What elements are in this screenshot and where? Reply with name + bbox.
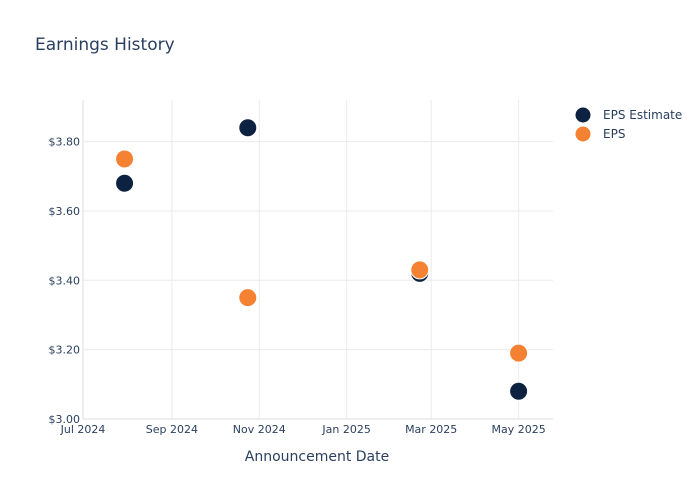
x-tick-label: Nov 2024 bbox=[233, 423, 286, 436]
data-point-eps[interactable] bbox=[238, 288, 258, 308]
y-tick-label: $3.40 bbox=[49, 274, 81, 287]
data-point-eps[interactable] bbox=[410, 260, 430, 280]
x-tick-label: Jul 2024 bbox=[60, 423, 106, 436]
legend: EPS Estimate EPS bbox=[575, 107, 682, 142]
chart-title: Earnings History bbox=[35, 35, 175, 55]
legend-marker[interactable] bbox=[575, 126, 591, 142]
y-tick-label: $3.00 bbox=[49, 413, 81, 426]
data-points bbox=[115, 118, 529, 401]
axes: Jul 2024 Sep 2024 Nov 2024 Jan 2025 Mar 2025… bbox=[49, 136, 546, 436]
y-tick-label: $3.20 bbox=[49, 344, 81, 357]
legend-label[interactable]: EPS bbox=[603, 127, 625, 141]
data-point-eps[interactable] bbox=[115, 149, 135, 169]
gridlines bbox=[82, 100, 553, 420]
data-point-eps-estimate[interactable] bbox=[509, 381, 529, 401]
legend-marker[interactable] bbox=[575, 107, 591, 123]
legend-label[interactable]: EPS Estimate bbox=[603, 108, 682, 122]
x-tick-label: May 2025 bbox=[491, 423, 545, 436]
data-point-eps-estimate[interactable] bbox=[115, 173, 135, 193]
x-axis-title: Announcement Date bbox=[245, 449, 389, 465]
x-tick-label: Mar 2025 bbox=[405, 423, 457, 436]
data-point-eps-estimate[interactable] bbox=[238, 118, 258, 138]
x-tick-label: Jan 2025 bbox=[321, 423, 370, 436]
data-point-eps[interactable] bbox=[509, 343, 529, 363]
y-tick-label: $3.60 bbox=[49, 205, 81, 218]
x-tick-label: Sep 2024 bbox=[146, 423, 198, 436]
y-tick-label: $3.80 bbox=[49, 136, 81, 149]
